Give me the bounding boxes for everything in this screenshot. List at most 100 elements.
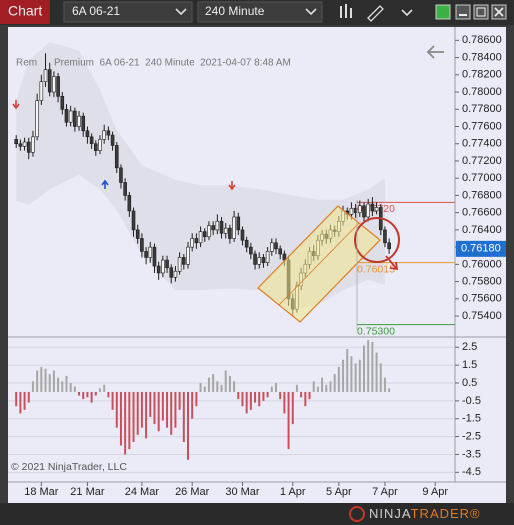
candle-body bbox=[169, 267, 174, 278]
histogram-bar bbox=[241, 391, 244, 407]
candle-body bbox=[119, 167, 123, 183]
instrument-select[interactable] bbox=[63, 1, 193, 23]
bar-type-button[interactable] bbox=[340, 4, 352, 18]
y-tick-label: -0.5 bbox=[462, 395, 481, 407]
minimize-icon bbox=[459, 14, 467, 16]
candle-body bbox=[135, 229, 140, 239]
histogram-bar bbox=[90, 391, 93, 403]
histogram-bar bbox=[44, 368, 47, 392]
histogram-bar bbox=[207, 377, 210, 392]
histogram-bar bbox=[52, 370, 55, 392]
histogram-bar bbox=[161, 391, 164, 421]
histogram-bar bbox=[157, 391, 160, 432]
candle-body bbox=[190, 238, 194, 248]
histogram-bar bbox=[350, 356, 353, 392]
histogram-bar bbox=[199, 383, 202, 392]
x-tick-label: 30 Mar bbox=[225, 486, 260, 498]
histogram-bar bbox=[15, 391, 18, 407]
chart-tab[interactable] bbox=[0, 0, 50, 24]
y-tick-label: -3.5 bbox=[462, 448, 481, 460]
histogram-bar bbox=[216, 381, 219, 392]
x-tick-label: 9 Apr bbox=[422, 486, 448, 498]
histogram-bar bbox=[31, 381, 34, 392]
histogram-bar bbox=[333, 374, 336, 392]
y-tick-label: 0.77600 bbox=[462, 120, 502, 132]
histogram-bar bbox=[140, 391, 143, 428]
x-tick-label: 7 Apr bbox=[372, 486, 398, 498]
candle-body bbox=[156, 265, 161, 274]
histogram-bar bbox=[266, 391, 269, 398]
histogram-bar bbox=[300, 391, 303, 398]
y-tick-label: 0.76800 bbox=[462, 189, 502, 201]
candle-body bbox=[140, 238, 144, 252]
histogram-bar bbox=[342, 359, 345, 392]
histogram-bar bbox=[388, 388, 391, 392]
histogram-bar bbox=[383, 377, 386, 392]
histogram-bar bbox=[136, 391, 139, 435]
drawing-objects bbox=[12, 45, 444, 330]
histogram-bar bbox=[258, 391, 261, 407]
histogram-bar bbox=[119, 391, 122, 446]
y-tick-label: 0.76600 bbox=[462, 207, 502, 219]
candle-body bbox=[26, 141, 31, 153]
candle-body bbox=[106, 130, 111, 136]
histogram-bar bbox=[182, 391, 185, 442]
candle-body bbox=[52, 76, 56, 93]
candle-body bbox=[123, 182, 127, 196]
histogram-bar bbox=[304, 391, 307, 407]
y-tick-label: 0.5 bbox=[462, 377, 477, 389]
x-tick-label: 24 Mar bbox=[125, 486, 160, 498]
x-tick-label: 5 Apr bbox=[326, 486, 352, 498]
histogram-bar bbox=[103, 384, 106, 392]
ellipse-marker bbox=[354, 217, 400, 263]
x-tick-label: 26 Mar bbox=[175, 486, 210, 498]
histogram-bar bbox=[254, 391, 257, 403]
histogram-bar bbox=[245, 391, 248, 414]
histogram-bar bbox=[233, 381, 236, 392]
candle-body bbox=[370, 203, 375, 212]
dropdown-chevron bbox=[175, 8, 187, 16]
histogram-bar bbox=[291, 391, 294, 425]
histogram-bar bbox=[124, 391, 127, 455]
histogram-bar bbox=[128, 391, 131, 450]
arrow-marker bbox=[385, 255, 399, 271]
candle-body bbox=[387, 242, 391, 250]
sell-marker bbox=[12, 100, 20, 110]
histogram-bar bbox=[40, 366, 43, 392]
histogram-bar bbox=[149, 391, 152, 417]
trend-channel-center bbox=[278, 222, 360, 306]
indicator-label: Rem bbox=[16, 58, 37, 69]
candle-body bbox=[14, 139, 18, 145]
price-level-label: 0.76015 bbox=[357, 263, 395, 275]
histogram-bar bbox=[115, 391, 118, 428]
logo-part: TRADER® bbox=[411, 506, 481, 521]
candle-body bbox=[177, 257, 182, 272]
interval-select[interactable] bbox=[197, 1, 323, 23]
histogram-bar bbox=[249, 391, 252, 410]
minimize-button[interactable] bbox=[455, 4, 471, 20]
histogram-bar bbox=[99, 388, 101, 392]
histogram-bar bbox=[270, 386, 273, 392]
last-price-label: 0.76180 bbox=[461, 243, 501, 255]
histogram-bar bbox=[329, 381, 332, 392]
candle-body bbox=[85, 130, 90, 138]
back-arrow[interactable] bbox=[426, 45, 444, 59]
drawing-tool-button[interactable] bbox=[367, 5, 384, 22]
link-button[interactable] bbox=[435, 4, 451, 20]
histogram-bar bbox=[107, 391, 110, 398]
candle-body bbox=[64, 108, 69, 123]
drawing-menu-button[interactable] bbox=[401, 9, 413, 17]
candle-body bbox=[349, 208, 354, 215]
histogram-bar bbox=[312, 381, 315, 392]
last-price-box bbox=[456, 240, 506, 257]
candle-body bbox=[253, 253, 257, 265]
histogram-bar bbox=[367, 340, 370, 392]
candle-body bbox=[215, 220, 220, 231]
histogram-bar bbox=[187, 391, 189, 460]
histogram-bar bbox=[224, 370, 227, 392]
candle-body bbox=[249, 246, 253, 255]
candle-body bbox=[274, 242, 278, 250]
maximize-button[interactable] bbox=[473, 4, 489, 20]
candle-body bbox=[60, 96, 65, 110]
